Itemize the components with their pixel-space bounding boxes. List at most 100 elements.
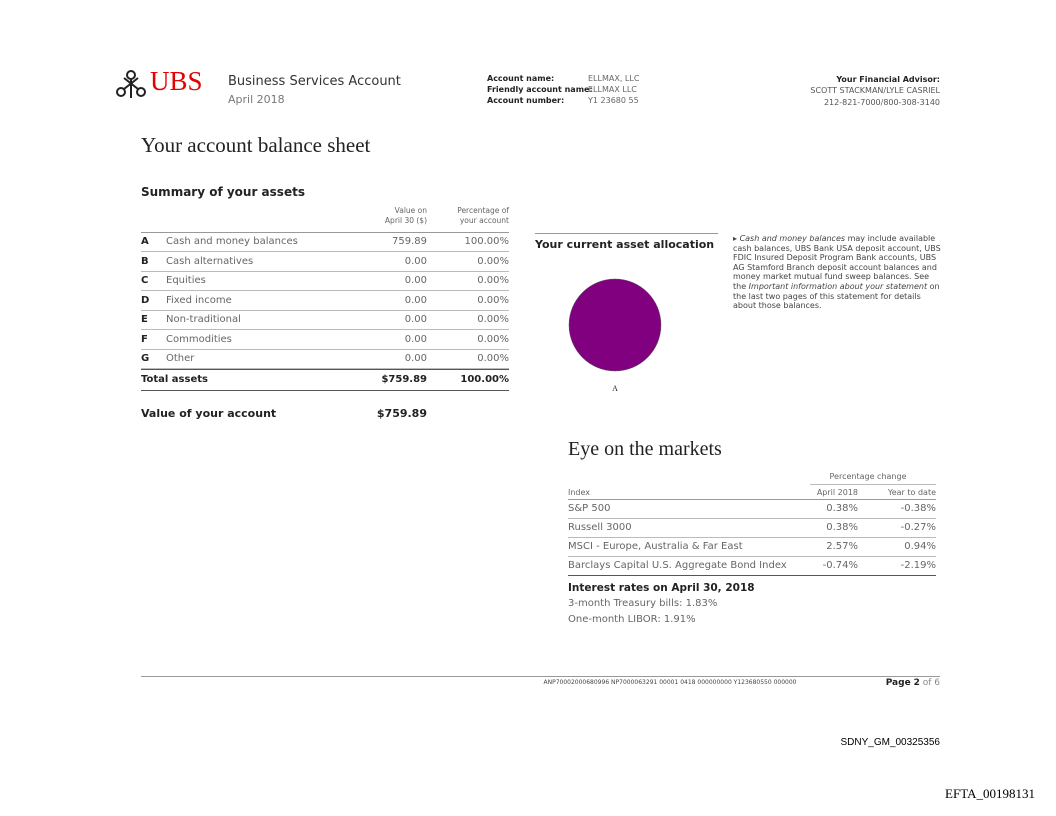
- allocation-title: Your current asset allocation: [535, 238, 715, 251]
- row-percent: 0.00%: [477, 294, 509, 306]
- account-field-value: ELLMAX LLC: [588, 85, 637, 94]
- index-name: Russell 3000: [568, 522, 632, 533]
- column-header: Value on: [394, 206, 427, 215]
- rule: [141, 270, 509, 272]
- note-part: Cash and money balances: [739, 234, 846, 243]
- page-of: of: [922, 678, 932, 688]
- rule: [141, 368, 509, 369]
- interest-title: Interest rates on April 30, 2018: [568, 582, 755, 594]
- markets-title: Eye on the markets: [568, 438, 722, 460]
- rule: [568, 499, 936, 500]
- row-letter: A: [141, 236, 149, 247]
- index-month: 2.57%: [826, 541, 858, 552]
- column-header: Percentage of: [457, 206, 509, 215]
- rule: [141, 390, 509, 391]
- footer-code: ANP70002000680996 NP7000063291 00001 041…: [543, 679, 797, 686]
- markets-column: Index: [568, 488, 591, 497]
- total-label: Total assets: [141, 374, 208, 385]
- rule: [141, 232, 509, 233]
- note: ▸ Cash and money balances may include av…: [733, 234, 941, 311]
- rule: [535, 233, 718, 234]
- rule: [141, 348, 509, 350]
- index-ytd: -2.19%: [900, 560, 936, 571]
- footer-rule: [141, 676, 940, 677]
- rule: [568, 556, 936, 557]
- row-value: 0.00: [404, 255, 427, 267]
- efta: EFTA_00198131: [945, 786, 1035, 801]
- row-letter: C: [141, 275, 149, 286]
- rule: [141, 309, 509, 311]
- row-name: Other: [166, 353, 195, 364]
- markets-column: April 2018: [816, 488, 858, 497]
- row-value: 0.00: [404, 314, 427, 325]
- index-name: MSCI - Europe, Australia & Far East: [568, 541, 743, 552]
- account-field-label: Friendly account name:: [487, 85, 593, 94]
- row-percent: 0.00%: [477, 353, 509, 364]
- index-name: Barclays Capital U.S. Aggregate Bond Ind…: [568, 560, 787, 571]
- row-name: Commodities: [166, 333, 232, 345]
- column-header: April 30 ($): [384, 216, 427, 225]
- account-type: Business Services Account: [228, 74, 401, 89]
- bates: SDNY_GM_00325356: [840, 737, 940, 748]
- account-field-value: Y1 23680 55: [588, 96, 639, 105]
- row-name: Fixed income: [166, 294, 232, 306]
- rule: [141, 369, 509, 370]
- total-value: $759.89: [381, 374, 427, 385]
- rule: [568, 537, 936, 538]
- advisor-title: Your Financial Advisor:: [836, 75, 940, 84]
- row-percent: 0.00%: [477, 333, 509, 345]
- advisor-phone: 212-821-7000/800-308-3140: [823, 98, 940, 107]
- note-part: Important information about your stateme…: [748, 281, 928, 291]
- page-current: 2: [913, 678, 920, 688]
- total-percent: 100.00%: [460, 374, 509, 385]
- allocation-pie: [568, 278, 662, 372]
- page-word: Page: [885, 678, 911, 688]
- row-name: Equities: [166, 275, 206, 286]
- rule: [141, 329, 509, 330]
- page-title: Your account balance sheet: [141, 133, 371, 157]
- logo-text: UBS: [150, 66, 203, 96]
- row-value: 759.89: [392, 236, 427, 247]
- advisor-name: SCOTT STACKMAN/LYLE CASRIEL: [810, 86, 940, 95]
- row-percent: 0.00%: [477, 314, 509, 325]
- row-value: 0.00: [404, 275, 427, 286]
- pie-slice: [568, 278, 662, 372]
- row-percent: 100.00%: [464, 236, 510, 247]
- account-field-label: Account number:: [487, 96, 565, 105]
- rule: [141, 290, 509, 291]
- row-percent: 0.00%: [477, 255, 509, 267]
- markets-column: Year to date: [887, 488, 936, 497]
- row-name: Non-traditional: [166, 314, 241, 325]
- row-percent: 0.00%: [477, 275, 509, 286]
- logo-keys: [116, 70, 146, 98]
- rule: [810, 484, 936, 485]
- index-ytd: -0.38%: [900, 503, 936, 514]
- row-letter: E: [141, 314, 148, 325]
- row-value: 0.00: [404, 294, 427, 306]
- index-month: 0.38%: [826, 503, 858, 514]
- row-value: 0.00: [404, 353, 427, 364]
- markets-group-header: Percentage change: [829, 472, 907, 481]
- rule: [568, 575, 936, 576]
- index-ytd: -0.27%: [900, 522, 936, 533]
- account-value: $759.89: [376, 407, 427, 420]
- row-letter: F: [141, 333, 148, 345]
- row-name: Cash alternatives: [166, 255, 254, 267]
- account-field-value: ELLMAX, LLC: [588, 74, 640, 83]
- row-value: 0.00: [404, 333, 427, 345]
- note-part: may include available cash balances, UBS…: [733, 234, 941, 291]
- rule: [141, 251, 509, 252]
- account-value-label: Value of your account: [141, 407, 277, 420]
- row-letter: B: [141, 255, 149, 267]
- interest-line: One-month LIBOR: 1.91%: [568, 614, 696, 625]
- interest-line: 3-month Treasury bills: 1.83%: [568, 598, 718, 609]
- index-name: S&P 500: [568, 503, 611, 514]
- row-letter: G: [141, 353, 150, 364]
- summary-title: Summary of your assets: [141, 185, 305, 199]
- page-number: Page 2 of 6: [840, 678, 940, 688]
- row-letter: D: [141, 294, 150, 306]
- pie-label: A: [612, 384, 618, 393]
- page-total: 6: [934, 678, 940, 688]
- index-month: 0.38%: [826, 522, 858, 533]
